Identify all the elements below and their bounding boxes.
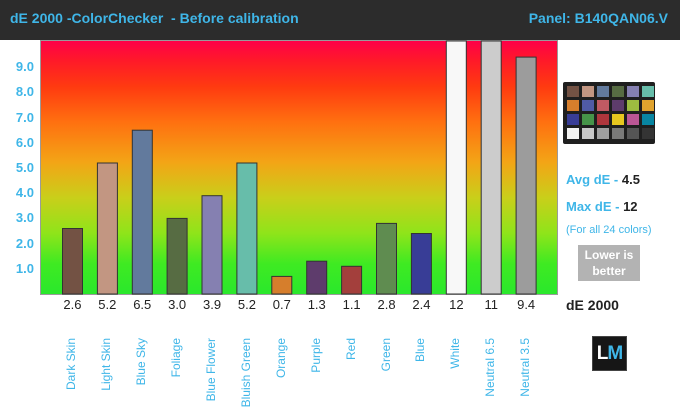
category-label: Light Skin (99, 338, 114, 391)
max-de-stat: Max dE - 12 (566, 199, 638, 214)
checker-swatch (567, 100, 579, 111)
category-label: Neutral 6.5 (483, 338, 498, 397)
category-label: Green (378, 338, 393, 372)
category-label: Blue Flower (204, 338, 219, 402)
plot-frame (40, 40, 558, 295)
y-tick-label: 5.0 (15, 160, 34, 175)
bar-value-label: 6.5 (133, 297, 152, 312)
checker-swatch (597, 128, 609, 139)
all-colors-note: (For all 24 colors) (566, 224, 652, 236)
logo-l: L (596, 343, 609, 364)
checker-swatch (597, 86, 609, 97)
checker-swatch (582, 128, 594, 139)
bar-blue (410, 233, 432, 295)
category-label: Purple (308, 338, 323, 373)
checker-swatch (642, 100, 654, 111)
checker-swatch (567, 86, 579, 97)
bar-foliage (166, 217, 188, 295)
y-tick-label: 9.0 (15, 59, 34, 75)
category-label: Bluish Green (238, 338, 253, 408)
bar-value-label: 5.2 (237, 297, 256, 312)
checker-swatch (597, 100, 609, 111)
bar-bluish-green (236, 162, 258, 295)
bar-value-label: 3.0 (168, 297, 187, 312)
category-label: Neutral 3.5 (518, 338, 533, 397)
bar-neutral-3-5 (515, 56, 537, 295)
bar-value-label: 5.2 (98, 297, 117, 312)
lower-line-2: better (592, 264, 626, 278)
bar-value-label: 9.4 (517, 297, 536, 312)
checker-swatch (582, 100, 594, 111)
checker-swatch (627, 128, 639, 139)
checker-swatch (642, 114, 654, 125)
max-de-label: Max dE - (566, 199, 624, 214)
avg-de-value: 4.5 (621, 172, 640, 187)
bar-value-label: 2.8 (377, 297, 396, 312)
checker-swatch (627, 86, 639, 97)
plot-gradient-background (41, 41, 557, 294)
lower-line-1: Lower is (584, 248, 634, 262)
lm-logo: LM (592, 336, 627, 371)
checker-swatch (612, 128, 624, 139)
bar-purple (306, 260, 328, 295)
lower-is-better-badge: Lower is better (578, 245, 640, 281)
checker-swatch (627, 114, 639, 125)
bar-dark-skin (62, 228, 83, 295)
bar-red (341, 265, 363, 295)
logo-m: M (607, 343, 623, 364)
category-label: Dark Skin (64, 338, 79, 391)
bar-value-label: 1.1 (342, 297, 361, 312)
checker-swatch (612, 86, 624, 97)
bar-value-label: 3.9 (203, 297, 222, 312)
bar-green (376, 222, 397, 295)
panel-label: Panel: B140QAN06.V (528, 10, 668, 26)
y-tick-label: 4.0 (15, 185, 34, 201)
y-tick-label: 1.0 (15, 260, 34, 276)
header-bar: dE 2000 -ColorChecker - Before calibrati… (0, 0, 680, 40)
checker-swatch (582, 86, 594, 97)
bar-value-label: 11 (484, 297, 499, 312)
checker-swatch (582, 114, 594, 125)
y-tick-label: 2.0 (15, 235, 34, 251)
checker-swatch (597, 114, 609, 125)
y-tick-label: 6.0 (15, 134, 34, 150)
bar-orange (271, 275, 293, 295)
category-label: White (448, 338, 463, 369)
avg-de-stat: Avg dE - 4.5 (566, 172, 640, 187)
bar-blue-sky (131, 129, 153, 295)
bar-light-skin (96, 162, 118, 295)
category-label: Red (343, 338, 358, 361)
chart-title: dE 2000 -ColorChecker - Before calibrati… (10, 10, 299, 26)
unit-label: dE 2000 (566, 297, 619, 313)
bar-value-label: 12 (449, 297, 464, 312)
category-label: Orange (273, 338, 288, 379)
y-tick-label: 3.0 (15, 210, 34, 226)
bar-white (445, 40, 467, 295)
y-tick-label: 7.0 (15, 109, 34, 125)
checker-swatch (642, 86, 654, 97)
avg-de-label: Avg dE - (566, 172, 622, 187)
max-de-value: 12 (623, 199, 638, 214)
bar-neutral-6-5 (480, 40, 502, 295)
bar-value-label: 0.7 (272, 297, 291, 312)
bar-value-label: 2.4 (412, 297, 431, 312)
checker-swatch (642, 128, 654, 139)
bar-blue-flower (201, 195, 223, 295)
bar-value-label: 1.3 (307, 297, 326, 312)
colorchecker-icon (563, 82, 655, 144)
y-tick-label: 8.0 (15, 84, 34, 100)
category-label: Blue Sky (134, 338, 149, 386)
bar-value-label: 2.6 (63, 297, 82, 312)
category-label: Blue (413, 338, 428, 363)
category-label: Foliage (169, 338, 184, 378)
checker-swatch (627, 100, 639, 111)
colorchecker-grid (567, 86, 654, 139)
checker-swatch (567, 128, 579, 139)
checker-swatch (567, 114, 579, 125)
checker-swatch (612, 114, 624, 125)
checker-swatch (612, 100, 624, 111)
